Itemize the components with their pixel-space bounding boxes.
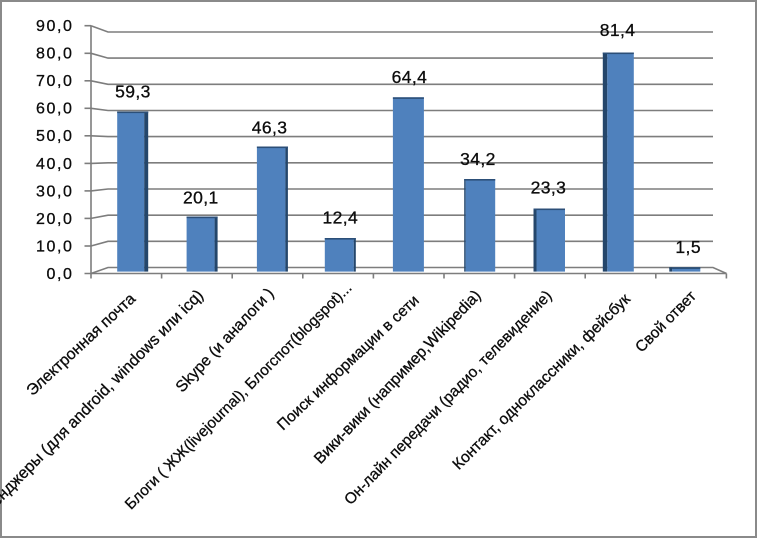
svg-text:50,0: 50,0 [36,128,74,145]
svg-text:20,1: 20,1 [183,187,219,207]
svg-text:1,5: 1,5 [675,237,701,257]
svg-text:90,0: 90,0 [36,18,74,35]
svg-text:59,3: 59,3 [115,81,151,101]
svg-text:81,4: 81,4 [600,20,636,40]
svg-text:10,0: 10,0 [36,238,74,255]
svg-text:23,3: 23,3 [531,177,567,197]
svg-text:64,4: 64,4 [392,67,428,87]
svg-text:34,2: 34,2 [460,149,496,169]
svg-text:0,0: 0,0 [46,266,73,283]
svg-text:46,3: 46,3 [252,117,288,137]
svg-text:40,0: 40,0 [36,156,74,173]
svg-text:80,0: 80,0 [36,46,74,63]
svg-text:70,0: 70,0 [36,73,74,90]
svg-text:30,0: 30,0 [36,183,74,200]
svg-text:20,0: 20,0 [36,211,74,228]
svg-text:60,0: 60,0 [36,101,74,118]
svg-text:12,4: 12,4 [322,208,358,228]
